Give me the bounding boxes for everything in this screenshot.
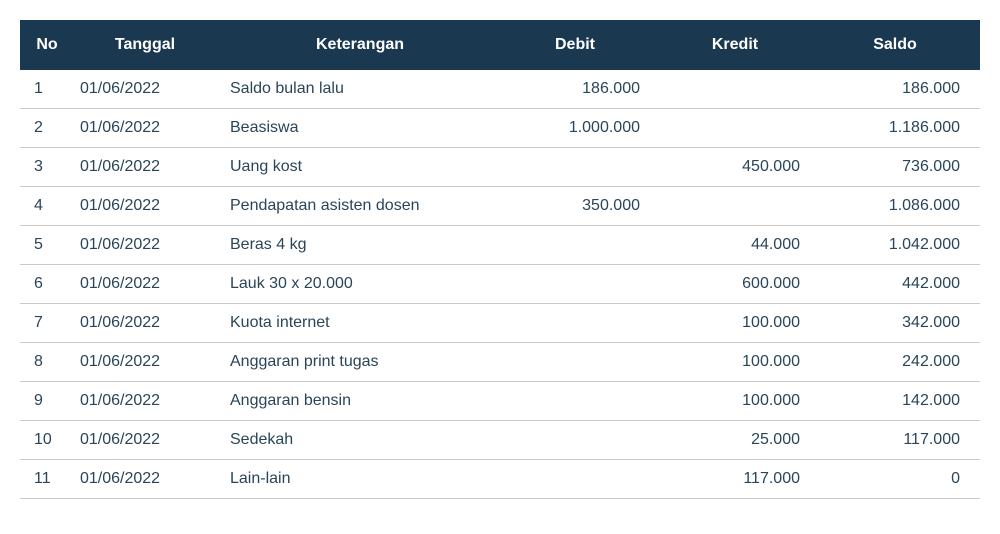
table-header: No Tanggal Keterangan Debit Kredit Saldo xyxy=(20,20,980,70)
cell-kredit: 25.000 xyxy=(660,421,820,460)
cell-debit xyxy=(500,226,660,265)
cell-no: 11 xyxy=(20,460,70,499)
cell-debit xyxy=(500,304,660,343)
cell-keterangan: Pendapatan asisten dosen xyxy=(220,187,500,226)
cell-saldo: 1.086.000 xyxy=(820,187,980,226)
cell-no: 2 xyxy=(20,109,70,148)
cell-tanggal: 01/06/2022 xyxy=(70,226,220,265)
cell-keterangan: Beras 4 kg xyxy=(220,226,500,265)
cell-debit xyxy=(500,265,660,304)
table-row: 101/06/2022Saldo bulan lalu186.000186.00… xyxy=(20,70,980,109)
cell-debit xyxy=(500,343,660,382)
cell-tanggal: 01/06/2022 xyxy=(70,265,220,304)
column-header-debit: Debit xyxy=(500,20,660,70)
cell-no: 10 xyxy=(20,421,70,460)
table-row: 201/06/2022Beasiswa1.000.000 1.186.000 xyxy=(20,109,980,148)
cell-keterangan: Anggaran bensin xyxy=(220,382,500,421)
cell-tanggal: 01/06/2022 xyxy=(70,109,220,148)
column-header-tanggal: Tanggal xyxy=(70,20,220,70)
cell-saldo: 117.000 xyxy=(820,421,980,460)
cell-kredit xyxy=(660,109,820,148)
cell-saldo: 442.000 xyxy=(820,265,980,304)
cell-no: 6 xyxy=(20,265,70,304)
cell-no: 4 xyxy=(20,187,70,226)
cell-kredit: 100.000 xyxy=(660,343,820,382)
cell-saldo: 142.000 xyxy=(820,382,980,421)
cell-debit xyxy=(500,382,660,421)
cell-tanggal: 01/06/2022 xyxy=(70,460,220,499)
cell-tanggal: 01/06/2022 xyxy=(70,304,220,343)
cell-tanggal: 01/06/2022 xyxy=(70,343,220,382)
cell-saldo: 342.000 xyxy=(820,304,980,343)
cell-no: 5 xyxy=(20,226,70,265)
table-row: 801/06/2022Anggaran print tugas 100.00024… xyxy=(20,343,980,382)
cell-kredit: 44.000 xyxy=(660,226,820,265)
cell-no: 9 xyxy=(20,382,70,421)
cell-kredit xyxy=(660,187,820,226)
cell-keterangan: Kuota internet xyxy=(220,304,500,343)
cell-keterangan: Uang kost xyxy=(220,148,500,187)
cell-debit xyxy=(500,148,660,187)
cell-keterangan: Anggaran print tugas xyxy=(220,343,500,382)
cell-no: 8 xyxy=(20,343,70,382)
table-row: 501/06/2022Beras 4 kg 44.0001.042.000 xyxy=(20,226,980,265)
cell-debit: 186.000 xyxy=(500,70,660,109)
cell-keterangan: Lain-lain xyxy=(220,460,500,499)
column-header-no: No xyxy=(20,20,70,70)
finance-table: No Tanggal Keterangan Debit Kredit Saldo… xyxy=(20,20,980,499)
table-body: 101/06/2022Saldo bulan lalu186.000186.00… xyxy=(20,70,980,499)
table-row: 701/06/2022Kuota internet 100.000342.000 xyxy=(20,304,980,343)
table-row: 301/06/2022Uang kost 450.000736.000 xyxy=(20,148,980,187)
cell-debit: 350.000 xyxy=(500,187,660,226)
cell-no: 7 xyxy=(20,304,70,343)
cell-keterangan: Sedekah xyxy=(220,421,500,460)
cell-tanggal: 01/06/2022 xyxy=(70,70,220,109)
cell-kredit: 600.000 xyxy=(660,265,820,304)
cell-saldo: 1.042.000 xyxy=(820,226,980,265)
cell-tanggal: 01/06/2022 xyxy=(70,421,220,460)
cell-no: 3 xyxy=(20,148,70,187)
cell-kredit xyxy=(660,70,820,109)
cell-tanggal: 01/06/2022 xyxy=(70,148,220,187)
cell-keterangan: Lauk 30 x 20.000 xyxy=(220,265,500,304)
cell-saldo: 242.000 xyxy=(820,343,980,382)
column-header-saldo: Saldo xyxy=(820,20,980,70)
table-header-row: No Tanggal Keterangan Debit Kredit Saldo xyxy=(20,20,980,70)
cell-saldo: 0 xyxy=(820,460,980,499)
cell-saldo: 1.186.000 xyxy=(820,109,980,148)
cell-saldo: 186.000 xyxy=(820,70,980,109)
cell-no: 1 xyxy=(20,70,70,109)
table-row: 601/06/2022Lauk 30 x 20.000 600.000442.00… xyxy=(20,265,980,304)
cell-keterangan: Saldo bulan lalu xyxy=(220,70,500,109)
cell-kredit: 450.000 xyxy=(660,148,820,187)
table-row: 901/06/2022Anggaran bensin 100.000142.000 xyxy=(20,382,980,421)
cell-saldo: 736.000 xyxy=(820,148,980,187)
table-row: 1101/06/2022Lain-lain 117.0000 xyxy=(20,460,980,499)
cell-kredit: 100.000 xyxy=(660,382,820,421)
cell-kredit: 100.000 xyxy=(660,304,820,343)
table-row: 1001/06/2022Sedekah 25.000117.000 xyxy=(20,421,980,460)
column-header-keterangan: Keterangan xyxy=(220,20,500,70)
cell-tanggal: 01/06/2022 xyxy=(70,382,220,421)
column-header-kredit: Kredit xyxy=(660,20,820,70)
cell-tanggal: 01/06/2022 xyxy=(70,187,220,226)
cell-debit xyxy=(500,460,660,499)
cell-debit: 1.000.000 xyxy=(500,109,660,148)
cell-kredit: 117.000 xyxy=(660,460,820,499)
cell-debit xyxy=(500,421,660,460)
table-row: 401/06/2022Pendapatan asisten dosen350.0… xyxy=(20,187,980,226)
cell-keterangan: Beasiswa xyxy=(220,109,500,148)
